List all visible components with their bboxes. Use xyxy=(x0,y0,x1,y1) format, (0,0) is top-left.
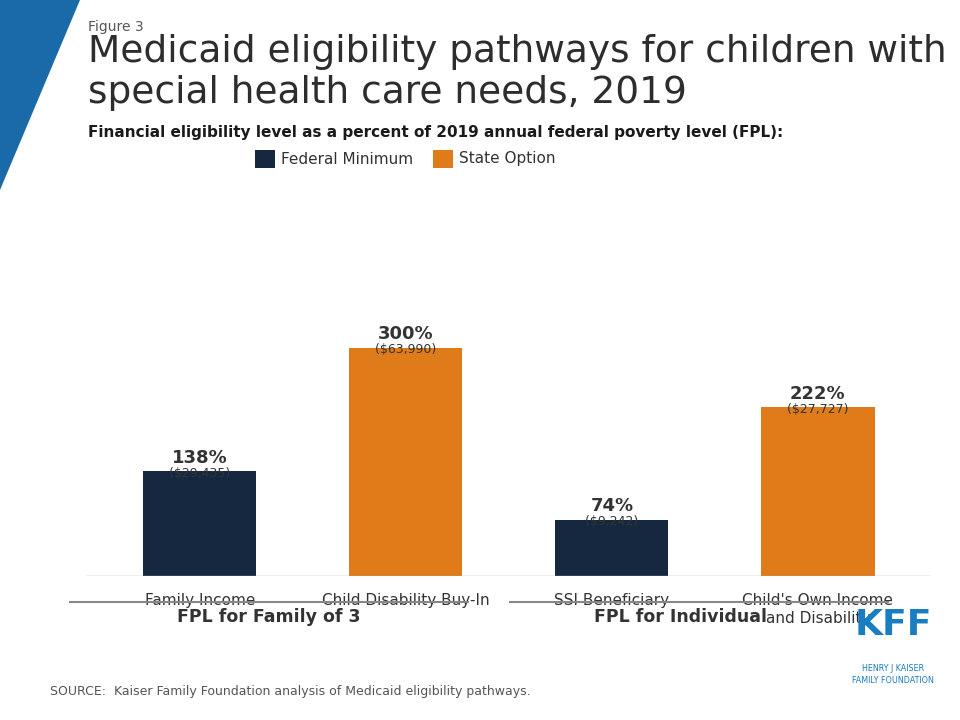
Text: Federal Minimum: Federal Minimum xyxy=(281,151,413,166)
Bar xyxy=(255,150,275,168)
Bar xyxy=(349,348,463,576)
Text: (​$9,242): (​$9,242) xyxy=(586,516,638,528)
Bar xyxy=(761,408,875,576)
Text: 138%: 138% xyxy=(172,449,228,467)
Text: 74%: 74% xyxy=(590,498,634,516)
Bar xyxy=(143,471,256,576)
Text: Medicaid eligibility pathways for children with: Medicaid eligibility pathways for childr… xyxy=(88,34,947,70)
Text: special health care needs, 2019: special health care needs, 2019 xyxy=(88,75,686,111)
Bar xyxy=(433,150,453,168)
Text: 300%: 300% xyxy=(378,325,434,343)
Text: 222%: 222% xyxy=(790,384,846,402)
Text: (​$29,435): (​$29,435) xyxy=(169,467,230,480)
Text: Family Income: Family Income xyxy=(145,593,255,608)
Text: (​$27,727): (​$27,727) xyxy=(787,402,849,415)
Polygon shape xyxy=(0,0,80,190)
Text: Figure 3: Figure 3 xyxy=(88,20,144,34)
Text: Financial eligibility level as a percent of 2019 annual federal poverty level (F: Financial eligibility level as a percent… xyxy=(88,125,783,140)
Text: FPL for Individual: FPL for Individual xyxy=(593,608,766,626)
Bar xyxy=(555,520,668,576)
Text: Child Disability Buy-In: Child Disability Buy-In xyxy=(322,593,490,608)
Text: State Option: State Option xyxy=(459,151,556,166)
Text: KFF: KFF xyxy=(854,608,932,642)
Text: SSI Beneficiary: SSI Beneficiary xyxy=(554,593,669,608)
Text: SOURCE:  Kaiser Family Foundation analysis of Medicaid eligibility pathways.: SOURCE: Kaiser Family Foundation analysi… xyxy=(50,685,531,698)
Text: FPL for Family of 3: FPL for Family of 3 xyxy=(178,608,361,626)
Text: Child's Own Income
and Disability: Child's Own Income and Disability xyxy=(742,593,894,626)
Text: HENRY J KAISER
FAMILY FOUNDATION: HENRY J KAISER FAMILY FOUNDATION xyxy=(852,664,934,685)
Text: (​$63,990): (​$63,990) xyxy=(375,343,437,356)
